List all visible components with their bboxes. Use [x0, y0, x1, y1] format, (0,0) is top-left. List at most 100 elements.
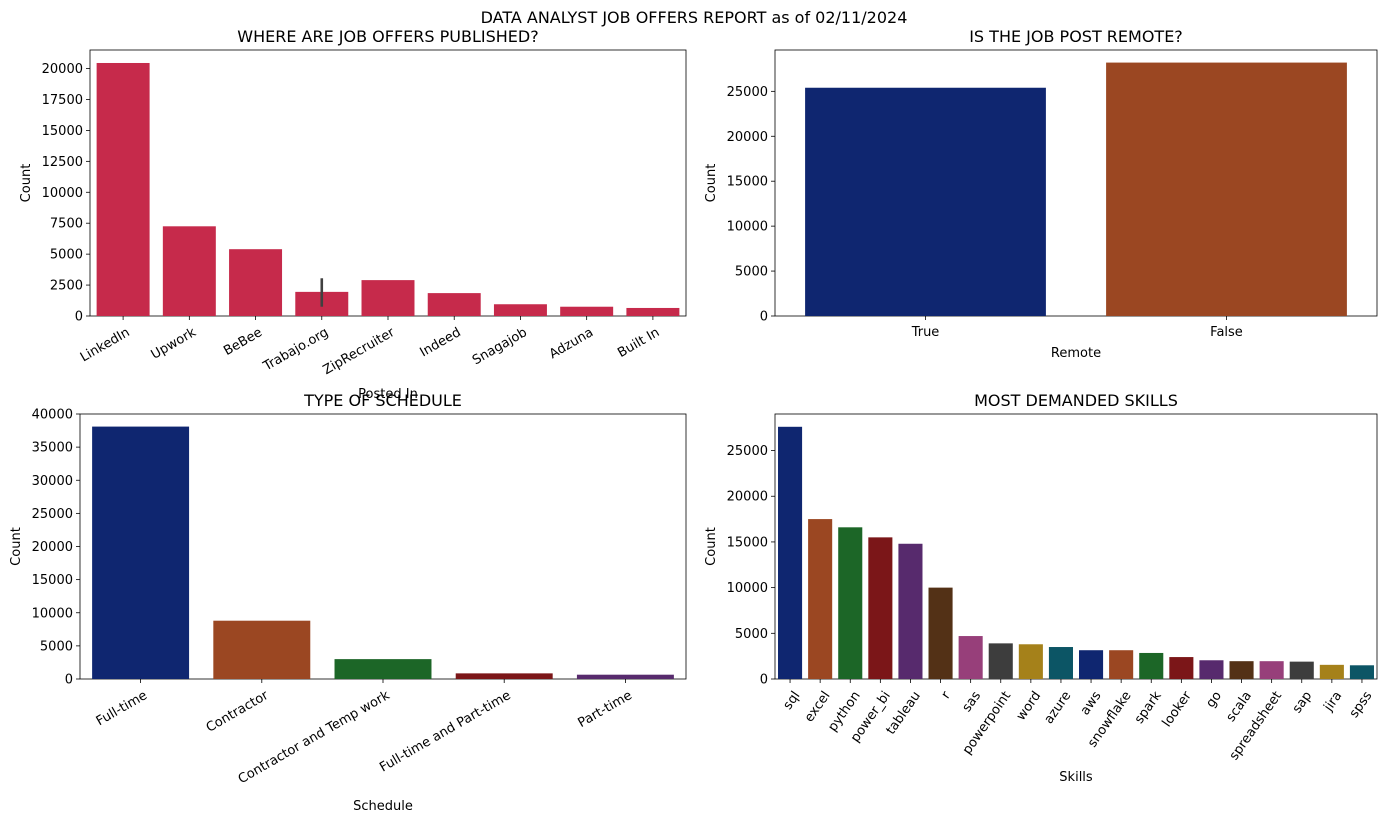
y-tick-label: 35000 [32, 441, 73, 456]
y-tick-label: 20000 [727, 130, 768, 145]
bar-false [1106, 62, 1347, 316]
bar-contractor [213, 620, 311, 679]
x-tick-label-ziprecruiter: ZipRecruiter [321, 325, 398, 378]
figure-suptitle: DATA ANALYST JOB OFFERS REPORT as of 02/… [481, 8, 908, 27]
bar-go [1199, 660, 1224, 679]
y-tick-label: 2500 [50, 279, 83, 294]
x-tick-label-sql: sql [781, 689, 804, 713]
bar-sas [958, 636, 983, 679]
y-tick-label: 5000 [50, 248, 83, 263]
y-axis-label: Count [704, 527, 719, 566]
y-axis-label: Count [9, 527, 24, 566]
x-tick-label-trabajo-org: Trabajo.org [260, 325, 331, 375]
bar-indeed [427, 293, 481, 316]
bar-true [805, 87, 1046, 316]
bar-azure [1048, 647, 1073, 679]
bar-built-in [626, 307, 680, 316]
x-tick-label-sap: sap [1290, 689, 1315, 716]
y-tick-label: 10000 [32, 606, 73, 621]
axes-frame [774, 49, 1378, 317]
y-tick-label: 40000 [32, 408, 73, 423]
bar-upwork [162, 226, 216, 316]
x-tick-label-go: go [1203, 689, 1225, 711]
bar-powerpoint [988, 643, 1013, 679]
x-axis-label: Remote [1051, 346, 1101, 361]
bar-excel [808, 519, 833, 679]
y-tick-label: 30000 [32, 474, 73, 489]
y-tick-label: 10000 [727, 581, 768, 596]
y-tick-label: 0 [75, 310, 83, 325]
x-tick-label-bebee: BeBee [221, 325, 265, 359]
x-tick-label-indeed: Indeed [418, 325, 464, 360]
bar-full-time-and-part-time [455, 673, 553, 679]
y-tick-label: 17500 [42, 93, 83, 108]
x-tick-label-full-time: Full-time [94, 688, 150, 729]
y-tick-label: 25000 [727, 85, 768, 100]
bar-sap [1289, 661, 1314, 679]
x-tick-label-r: r [939, 688, 955, 702]
bar-aws [1079, 650, 1104, 679]
x-tick-label-snagajob: Snagajob [470, 325, 530, 368]
y-tick-label: 10000 [42, 186, 83, 201]
bar-snowflake [1109, 650, 1134, 679]
chart-schedule: 0 5000 10000 15000 20000 25000 30000 35000 40000… [9, 391, 687, 814]
y-tick-label: 25000 [32, 507, 73, 522]
x-tick-label-azure: azure [1041, 689, 1074, 727]
bar-jira [1319, 664, 1344, 679]
bar-looker [1169, 657, 1194, 679]
y-tick-label: 5000 [735, 627, 768, 642]
y-tick-label: 0 [65, 673, 73, 688]
chart-job-board: 0 2500 5000 7500 10000 12500 15000 17500 20000 Li… [19, 27, 687, 402]
x-tick-label-contractor: Contractor [204, 688, 272, 736]
x-tick-label-linkedin: LinkedIn [78, 325, 133, 365]
bar-spreadsheet [1259, 661, 1284, 679]
bar-sql [778, 426, 803, 679]
y-tick-label: 15000 [32, 573, 73, 588]
x-axis-label: Skills [1059, 770, 1093, 785]
bar-spark [1139, 652, 1164, 679]
x-tick-label-looker: looker [1160, 688, 1196, 730]
bar-bebee [229, 249, 283, 316]
y-tick-label: 7500 [50, 217, 83, 232]
x-tick-label-full-time-and-part-time: Full-time and Part-time [377, 688, 513, 775]
bar-tableau [898, 543, 923, 679]
x-tick-label-upwork: Upwork [149, 325, 200, 363]
bar-contractor-and-temp-work [334, 659, 432, 679]
bar-part-time [576, 674, 674, 679]
x-tick-label-built-in: Built In [615, 325, 662, 361]
x-tick-label-word: word [1014, 689, 1045, 724]
x-tick-label-false: False [1210, 325, 1243, 340]
bar-full-time [92, 426, 190, 679]
y-axis-label: Count [19, 164, 34, 203]
chart-title: WHERE ARE JOB OFFERS PUBLISHED? [237, 27, 538, 46]
y-tick-label: 20000 [727, 490, 768, 505]
bar-word [1018, 644, 1043, 679]
bar-snagajob [493, 304, 547, 316]
x-tick-label-adzuna: Adzuna [547, 325, 596, 362]
y-tick-label: 0 [760, 673, 768, 688]
x-tick-label-true: True [911, 325, 940, 340]
bar-ziprecruiter [361, 280, 415, 316]
bar-scala [1229, 661, 1254, 679]
y-tick-label: 15000 [42, 124, 83, 139]
y-tick-label: 25000 [727, 444, 768, 459]
chart-title: TYPE OF SCHEDULE [303, 391, 462, 410]
y-tick-label: 5000 [735, 265, 768, 280]
x-tick-label-jira: jira [1321, 689, 1346, 715]
bar-r [928, 587, 953, 679]
y-tick-label: 20000 [42, 62, 83, 77]
x-tick-label-part-time: Part-time [576, 688, 635, 731]
x-axis-label: Schedule [353, 799, 413, 814]
x-axis-label: Posted In [358, 387, 418, 402]
y-axis-label: Count [704, 164, 719, 203]
y-tick-label: 0 [760, 310, 768, 325]
bar-spss [1349, 665, 1374, 679]
chart-skills: 0500010000150002000025000sqlexcelpythonp… [704, 391, 1378, 785]
chart-title: MOST DEMANDED SKILLS [974, 391, 1178, 410]
x-tick-label-sas: sas [960, 689, 985, 715]
bar-power-bi [868, 537, 893, 679]
axes-frame [774, 413, 1378, 680]
chart-remote: 0 5000 10000 15000 20000 25000 True False IS THE… [704, 27, 1378, 361]
x-tick-label-spss: spss [1347, 689, 1376, 721]
